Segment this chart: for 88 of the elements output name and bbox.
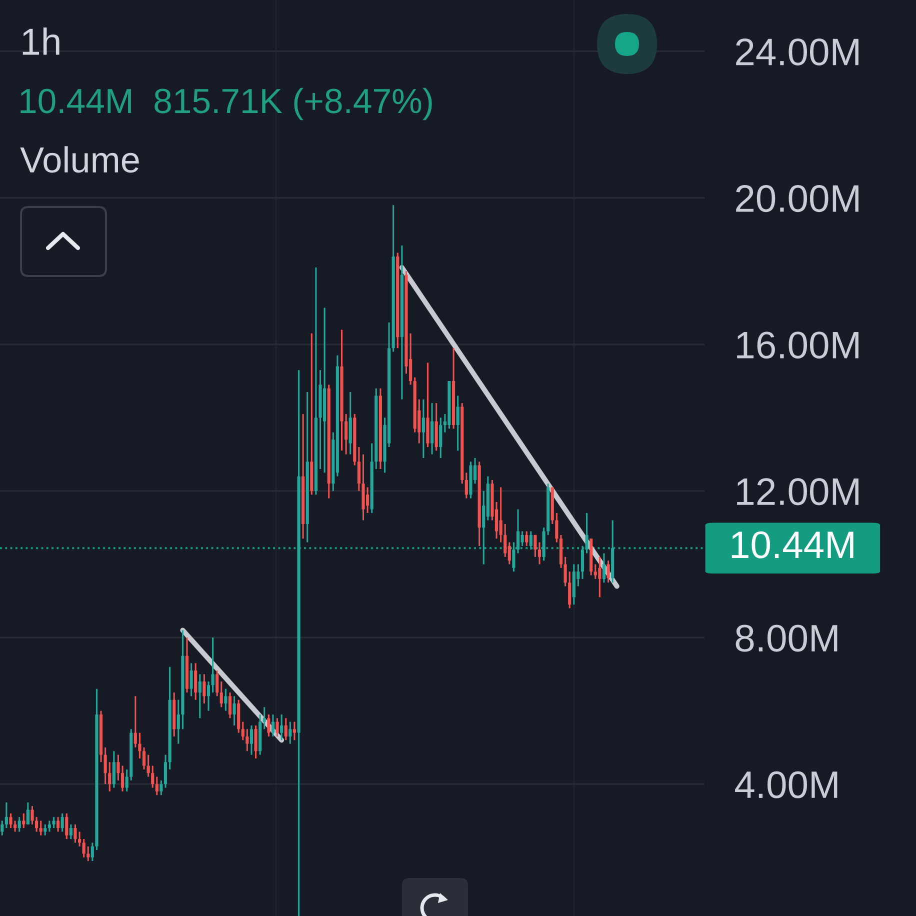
candlestick xyxy=(430,402,434,456)
candlestick xyxy=(284,717,288,741)
candlestick xyxy=(0,820,4,836)
text: 10.44M 815.71K (+8.47%) xyxy=(20,88,432,120)
candlestick xyxy=(176,699,180,745)
candlestick xyxy=(164,754,168,789)
candlestick xyxy=(246,728,249,752)
candlestick xyxy=(422,398,425,459)
candlestick xyxy=(598,556,602,598)
candlestick xyxy=(520,530,524,547)
candlestick xyxy=(216,670,219,697)
y-tick-label: 20.00M xyxy=(736,185,858,212)
candlestick xyxy=(108,761,112,792)
candlestick xyxy=(155,776,158,796)
candlestick xyxy=(14,820,17,832)
candlestick xyxy=(48,820,51,832)
candlestick xyxy=(146,754,150,778)
candlestick xyxy=(134,695,137,748)
candlestick xyxy=(439,416,442,459)
candlestick xyxy=(254,724,258,760)
candlestick xyxy=(529,530,532,550)
ref-line-label: 10.44M xyxy=(732,531,854,558)
candlestick xyxy=(504,523,507,558)
candlestick xyxy=(22,812,26,829)
candlestick xyxy=(74,824,77,844)
candlestick xyxy=(116,754,120,782)
candlestick xyxy=(104,746,107,785)
candlestick xyxy=(456,394,460,452)
candlestick xyxy=(78,830,82,848)
candlestick xyxy=(69,824,72,840)
y-tick-label: 16.00M xyxy=(737,332,858,359)
candlestick xyxy=(194,662,198,701)
candlestick xyxy=(585,512,588,554)
candlestick xyxy=(120,765,124,792)
y-tick-label: 12.00M xyxy=(737,478,858,506)
candlestick xyxy=(288,721,292,745)
y-tick-label: 4.00M xyxy=(735,771,838,798)
candlestick xyxy=(26,802,30,826)
candlestick xyxy=(262,706,266,730)
candlestick xyxy=(280,714,284,741)
candlestick xyxy=(220,680,223,708)
candlestick xyxy=(190,662,193,697)
candlestick xyxy=(499,486,502,544)
y-tick-label: 24.00M xyxy=(736,38,858,66)
candlestick xyxy=(90,842,94,862)
y-tick-label: 8.00M xyxy=(736,624,838,652)
candlestick xyxy=(34,816,38,832)
candlestick xyxy=(276,717,279,738)
candlestick xyxy=(18,816,21,832)
candlestick xyxy=(9,812,12,829)
candlestick xyxy=(525,530,528,547)
candlestick xyxy=(602,552,606,584)
candlestick xyxy=(292,721,296,741)
candlestick xyxy=(198,673,202,719)
candlestick xyxy=(142,746,146,770)
candlestick xyxy=(534,534,537,558)
candlestick xyxy=(224,688,228,712)
candlestick xyxy=(538,542,542,566)
annotation: Volume xyxy=(20,146,139,173)
candlestick xyxy=(44,824,47,836)
candlestick xyxy=(4,802,8,829)
candlestick xyxy=(125,768,128,792)
candlestick xyxy=(228,692,232,719)
candlestick xyxy=(606,560,610,584)
candlestick xyxy=(39,820,42,836)
candlestick xyxy=(202,673,206,704)
candlestick xyxy=(151,765,154,789)
candlestick xyxy=(344,413,348,456)
candlestick xyxy=(580,545,584,580)
candlestick xyxy=(60,812,64,832)
candlestick xyxy=(594,563,597,580)
candlestick xyxy=(82,838,86,858)
candlestick xyxy=(30,805,34,826)
candlestick xyxy=(52,816,56,829)
candlestick xyxy=(267,714,270,738)
text: 1h xyxy=(22,28,60,55)
candlestick xyxy=(232,695,236,726)
candlestick xyxy=(271,714,275,738)
candlestick xyxy=(555,512,558,544)
candlestick xyxy=(112,750,116,789)
candlestick xyxy=(86,846,90,862)
candlestick xyxy=(241,721,244,741)
candlestick xyxy=(250,724,254,756)
candlestick xyxy=(56,816,60,832)
candlestick xyxy=(65,812,68,840)
candlestick xyxy=(464,472,468,500)
candlestick xyxy=(357,446,360,492)
candlestick xyxy=(568,570,572,609)
